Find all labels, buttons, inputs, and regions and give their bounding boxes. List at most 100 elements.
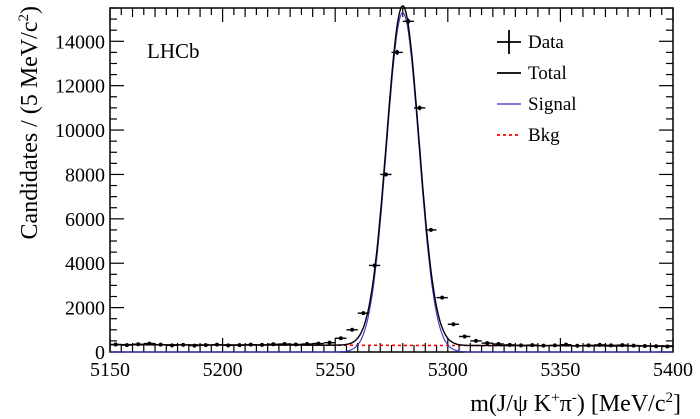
legend-label-bkg: Bkg <box>528 125 560 146</box>
data-point <box>425 227 437 232</box>
y-tick-label: 6000 <box>65 209 105 231</box>
x-axis-label: m(J/ψ K+π-) [MeV/c2] <box>470 390 681 417</box>
data-point-marker <box>147 341 152 346</box>
y-tick-label: 2000 <box>65 298 105 320</box>
data-point <box>526 343 538 348</box>
x-tick-label: 5250 <box>315 359 355 381</box>
data-point <box>470 338 482 343</box>
data-point-marker <box>136 342 141 347</box>
data-point-marker <box>518 343 523 348</box>
data-point <box>402 18 415 25</box>
data-point <box>368 263 381 268</box>
data-point <box>594 342 606 347</box>
data-point <box>661 344 673 349</box>
data-point-marker <box>451 322 456 327</box>
data-point-marker <box>113 342 118 347</box>
data-point <box>605 343 617 348</box>
data-point-marker <box>406 19 411 24</box>
x-tick-label: 5350 <box>540 359 580 381</box>
legend-item-total: Total <box>497 63 567 84</box>
data-point <box>200 343 212 348</box>
legend-item-data: Data <box>497 30 564 54</box>
legend-item-bkg: Bkg <box>497 125 560 146</box>
y-tick-label: 8000 <box>65 164 105 186</box>
data-point-marker <box>305 342 310 347</box>
data-point-marker <box>631 343 636 348</box>
data-point <box>301 342 313 347</box>
y-tick-label: 4000 <box>65 253 105 275</box>
data-point <box>177 342 189 347</box>
axis-ticks: 5150 5200 5250 5300 5350 5400 0 2000 4000 6000 800… <box>55 7 693 381</box>
data-point-marker <box>462 334 467 339</box>
data-point <box>436 295 448 300</box>
data-point <box>143 341 156 346</box>
data-point <box>357 311 369 316</box>
data-point <box>504 342 516 347</box>
data-point-marker <box>293 342 298 347</box>
data-point <box>627 343 640 348</box>
data-point-marker <box>158 342 163 347</box>
data-point-marker <box>203 343 208 348</box>
y-tick-label: 0 <box>95 342 105 364</box>
data-point <box>346 327 358 332</box>
data-point-marker <box>609 343 614 348</box>
x-tick-label: 5300 <box>428 359 468 381</box>
data-point-marker <box>383 172 388 177</box>
data-point <box>515 343 527 348</box>
y-tick-label: 14000 <box>55 31 105 53</box>
data-point <box>447 322 460 327</box>
data-point-marker <box>316 341 321 346</box>
data-point-marker <box>124 343 129 348</box>
data-point-marker <box>507 342 512 347</box>
data-point-marker <box>327 340 332 345</box>
data-point <box>267 342 279 347</box>
data-point <box>132 342 144 347</box>
data-point <box>278 342 291 347</box>
data-point-marker <box>214 342 219 347</box>
data-point <box>155 342 167 347</box>
data-point <box>391 49 403 55</box>
data-point-marker <box>564 342 569 347</box>
x-tick-label: 5200 <box>203 359 243 381</box>
data-point-marker <box>597 342 602 347</box>
data-point <box>335 336 347 341</box>
data-point-marker <box>473 338 478 343</box>
data-point <box>290 342 302 347</box>
data-point <box>459 334 471 339</box>
data-point-marker <box>417 105 422 110</box>
data-point <box>481 341 493 346</box>
data-point-marker <box>496 342 501 347</box>
data-point <box>166 343 178 348</box>
data-point <box>121 343 133 348</box>
x-tick-label: 5400 <box>653 359 693 381</box>
data-point-marker <box>248 342 253 347</box>
data-point-marker <box>395 50 400 55</box>
data-point <box>492 342 505 347</box>
data-point <box>549 343 561 348</box>
data-point <box>650 344 662 349</box>
data-point <box>110 342 122 347</box>
legend-label-signal: Signal <box>528 94 577 115</box>
lhcb-annotation: LHCb <box>147 39 200 63</box>
y-axis-label: Candidates / (5 MeV/c2) <box>16 6 43 239</box>
data-point-marker <box>642 344 647 349</box>
legend-label-data: Data <box>528 32 564 53</box>
data-point <box>414 105 426 111</box>
data-point-marker <box>654 344 659 349</box>
data-point-marker <box>338 336 343 341</box>
data-point <box>560 342 572 347</box>
data-point <box>571 343 583 348</box>
data-point-marker <box>428 227 433 232</box>
legend-item-signal: Signal <box>497 94 577 115</box>
data-point <box>222 343 234 348</box>
y-tick-label: 12000 <box>55 76 105 98</box>
data-point-marker <box>271 342 276 347</box>
y-tick-label: 10000 <box>55 120 105 142</box>
data-point-marker <box>552 343 557 348</box>
data-point <box>616 343 628 348</box>
data-point-marker <box>192 343 197 348</box>
data-point <box>639 344 651 349</box>
data-point-marker <box>361 311 366 316</box>
data-point <box>211 342 223 347</box>
